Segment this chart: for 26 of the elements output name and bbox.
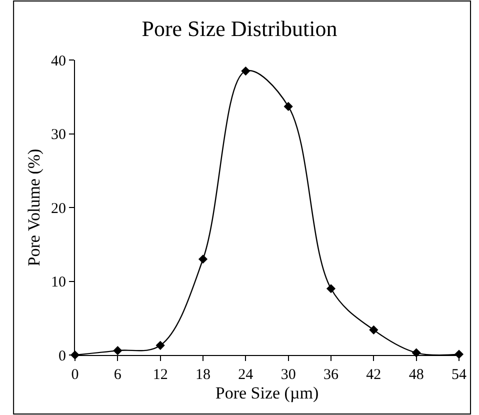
x-axis-title: Pore Size (µm): [215, 383, 319, 402]
x-tick-label: 6: [114, 367, 122, 383]
y-tick-label: 40: [51, 53, 66, 70]
x-tick-label: 30: [280, 367, 296, 383]
x-tick-label: 36: [324, 367, 339, 383]
y-tick-label: 0: [58, 348, 66, 364]
x-tick-label: 54: [452, 367, 467, 383]
point: [284, 102, 293, 112]
point: [241, 66, 250, 76]
x-tick-label: 18: [196, 367, 210, 383]
point: [369, 325, 378, 334]
point: [113, 346, 122, 356]
x-tick-label: 12: [152, 367, 168, 383]
y-tick-label: 20: [51, 200, 66, 217]
point: [198, 254, 208, 264]
y-axis-title: Pore Volume (%): [24, 148, 44, 266]
chart-title: Pore Size Distribution: [142, 16, 338, 42]
point: [156, 340, 165, 350]
point: [326, 284, 336, 294]
x-tick-label: 0: [71, 367, 79, 383]
y-tick-label: 10: [51, 274, 66, 290]
x-tick-label: 24: [238, 367, 254, 383]
y-tick-label: 30: [51, 127, 66, 143]
x-tick-label: 42: [366, 367, 382, 383]
x-tick-label: 48: [408, 367, 424, 383]
point: [412, 348, 421, 358]
